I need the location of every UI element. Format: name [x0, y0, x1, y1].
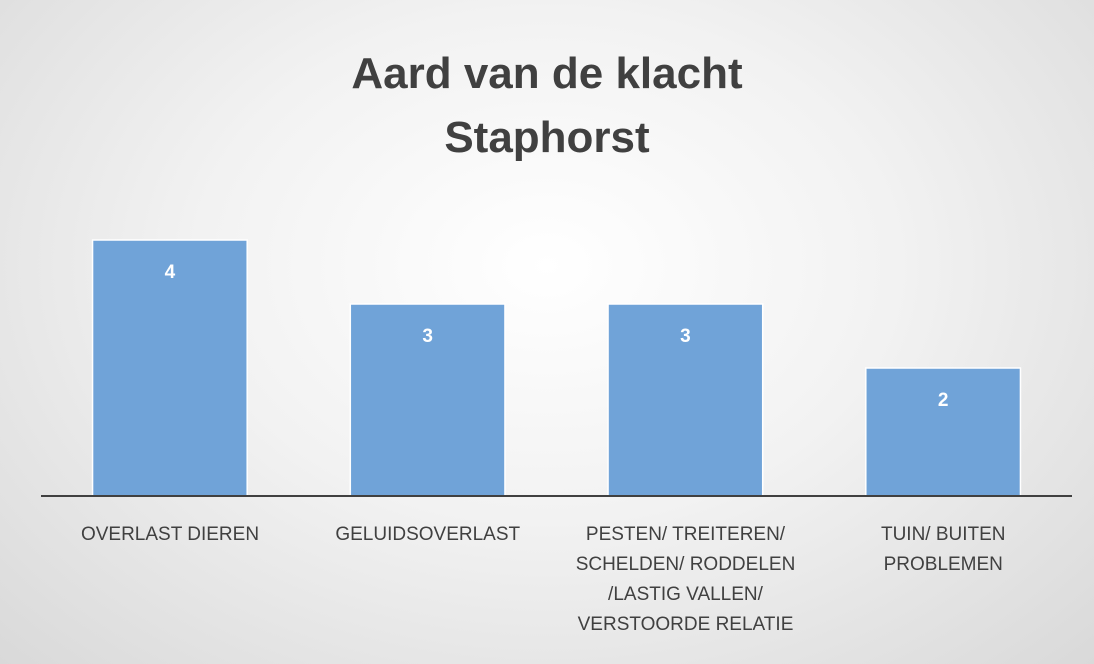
bar	[91, 239, 248, 497]
bar	[865, 367, 1022, 497]
value-label: 2	[938, 390, 949, 411]
x-tick-label: OVERLAST DIEREN	[80, 524, 260, 545]
bar	[349, 303, 506, 497]
x-tick-label: GELUIDSOVERLAST	[335, 524, 521, 545]
value-label: 3	[422, 326, 433, 347]
x-tick-label: TUIN/ BUITEN PROBLEMEN	[880, 524, 1006, 575]
bar	[607, 303, 764, 497]
chart-title: Aard van de klacht Staphorst	[351, 49, 743, 162]
x-tick-label: PESTEN/ TREITEREN/ SCHELDEN/ RODDELEN /L…	[575, 524, 796, 635]
value-label: 4	[165, 262, 176, 283]
value-label: 3	[680, 326, 691, 347]
